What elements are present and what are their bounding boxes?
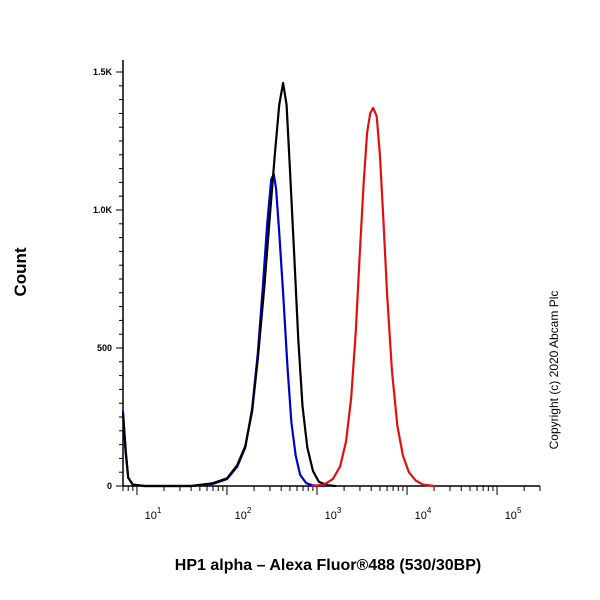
- x-tick-exponent: 3: [337, 506, 342, 515]
- x-tick-label: 103: [325, 506, 342, 522]
- x-tick-exponent: 2: [247, 506, 252, 515]
- y-tick-label: 0: [107, 481, 112, 491]
- x-tick-exponent: 1: [157, 506, 162, 515]
- y-ticks: 0 500 1.0K 1.5K: [93, 67, 123, 491]
- x-tick-exponent: 4: [427, 506, 432, 515]
- x-tick-base: 10: [325, 510, 337, 522]
- x-tick-base: 10: [235, 510, 247, 522]
- y-tick-label: 1.0K: [93, 205, 113, 215]
- x-tick-base: 10: [145, 510, 157, 522]
- x-axis-label: HP1 alpha – Alexa Fluor®488 (530/30BP): [175, 557, 481, 574]
- y-tick-label: 500: [97, 343, 112, 353]
- x-tick-exponent: 5: [517, 506, 522, 515]
- x-tick-base: 10: [415, 510, 427, 522]
- histogram-series-3: [311, 106, 436, 488]
- histogram-series-2: [121, 81, 337, 488]
- y-axis-label: Count: [11, 247, 30, 296]
- x-tick-base: 10: [505, 510, 517, 522]
- x-tick-label: 101: [145, 506, 162, 522]
- axes: [122, 60, 540, 487]
- x-ticks: 101 102 103 104 105: [122, 486, 541, 522]
- x-tick-label: 104: [415, 506, 432, 522]
- series-group: [121, 81, 436, 488]
- histogram-series-1: [121, 173, 326, 488]
- copyright-text: Copyright (c) 2020 Abcam Plc: [547, 291, 561, 450]
- x-tick-label: 105: [505, 506, 522, 522]
- y-tick-label: 1.5K: [93, 67, 113, 77]
- x-tick-label: 102: [235, 506, 252, 522]
